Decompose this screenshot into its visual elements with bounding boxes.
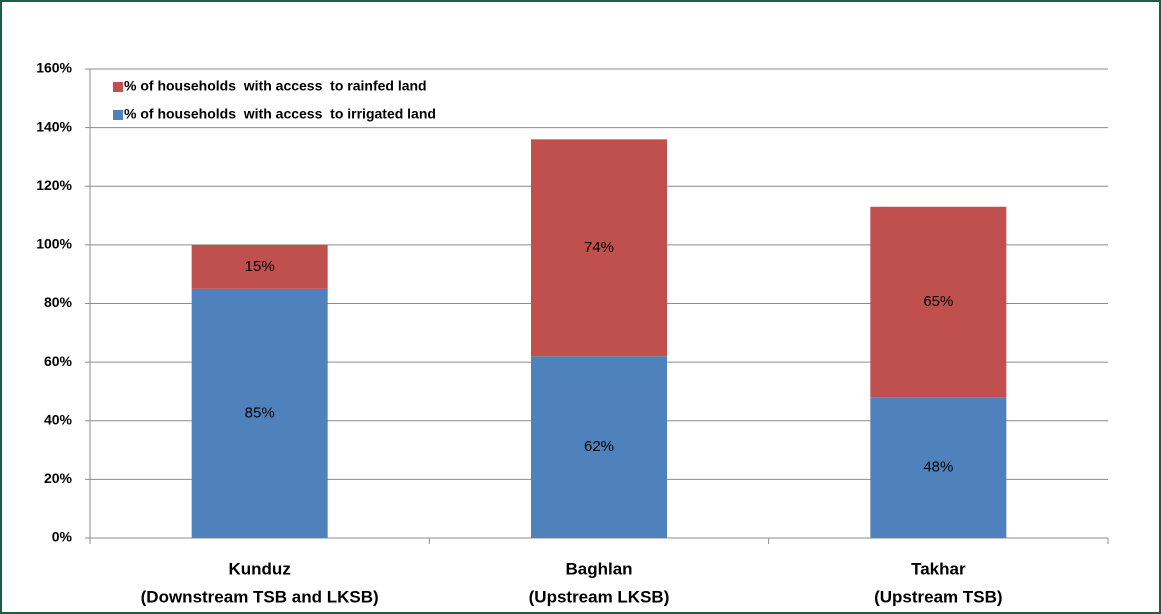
x-tick-label: Takhar	[911, 559, 966, 578]
y-tick-label: 20%	[44, 470, 73, 486]
bar-segment	[870, 206, 1007, 398]
legend-label: % of households with access to irrigated…	[124, 106, 436, 122]
y-tick-label: 0%	[52, 529, 73, 545]
data-label: 15%	[245, 258, 275, 275]
legend-swatch	[113, 110, 123, 120]
y-tick-label: 140%	[36, 118, 72, 134]
legend-swatch	[113, 82, 123, 92]
x-tick-label: (Upstream TSB)	[874, 587, 1002, 606]
data-label: 65%	[923, 293, 953, 310]
y-tick-label: 160%	[36, 60, 72, 76]
y-tick-label: 60%	[44, 353, 73, 369]
legend-label: % of households with access to rainfed l…	[124, 78, 427, 94]
y-tick-label: 80%	[44, 294, 73, 310]
bar-segment	[191, 288, 328, 538]
data-label: 74%	[584, 239, 614, 256]
data-label: 62%	[584, 438, 614, 455]
y-tick-label: 100%	[36, 236, 72, 252]
y-tick-label: 40%	[44, 411, 73, 427]
x-tick-label: (Upstream LKSB)	[529, 587, 670, 606]
x-tick-label: (Downstream TSB and LKSB)	[141, 587, 379, 606]
x-tick-label: Kunduz	[229, 559, 291, 578]
data-label: 48%	[923, 459, 953, 476]
bar-segment	[870, 397, 1007, 538]
bar-segment	[531, 356, 667, 538]
data-label: 85%	[245, 404, 275, 421]
x-tick-label: Baghlan	[565, 559, 632, 578]
bar-segment	[531, 139, 667, 357]
y-tick-label: 120%	[36, 177, 72, 193]
bar-segment	[191, 244, 328, 289]
